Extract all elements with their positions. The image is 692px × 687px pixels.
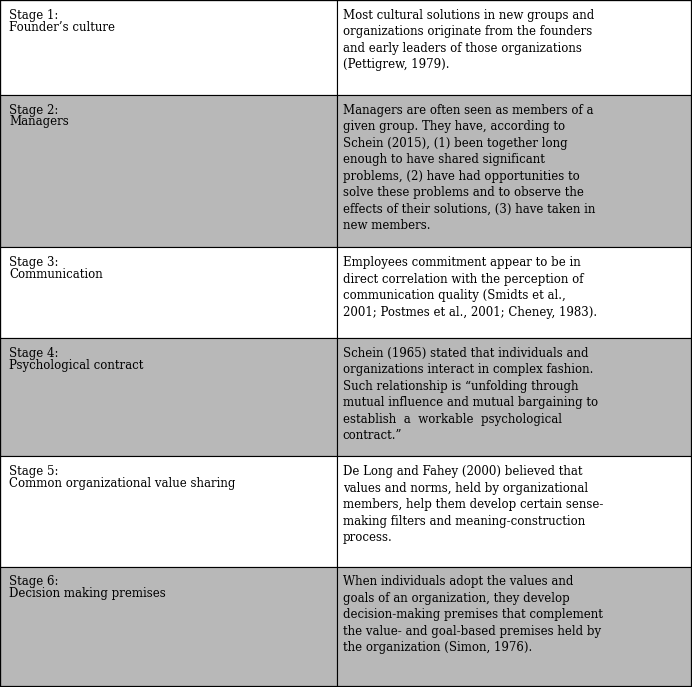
Bar <box>0 567 337 687</box>
Bar <box>0 0 337 95</box>
Bar <box>337 0 692 95</box>
Text: Managers are often seen as members of a
given group. They have, according to
Sch: Managers are often seen as members of a … <box>343 104 595 232</box>
Text: Most cultural solutions in new groups and
organizations originate from the found: Most cultural solutions in new groups an… <box>343 9 594 71</box>
Text: Stage 5:: Stage 5: <box>9 465 59 478</box>
Text: Stage 2:: Stage 2: <box>9 104 58 117</box>
Bar <box>0 95 337 247</box>
Text: Employees commitment appear to be in
direct correlation with the perception of
c: Employees commitment appear to be in dir… <box>343 256 597 319</box>
Bar <box>337 338 692 456</box>
Text: Managers: Managers <box>9 115 69 128</box>
Text: Stage 3:: Stage 3: <box>9 256 59 269</box>
Text: Stage 1:: Stage 1: <box>9 9 58 22</box>
Text: Stage 6:: Stage 6: <box>9 576 59 589</box>
Text: De Long and Fahey (2000) believed that
values and norms, held by organizational
: De Long and Fahey (2000) believed that v… <box>343 465 603 544</box>
Bar <box>0 338 337 456</box>
Text: Schein (1965) stated that individuals and
organizations interact in complex fash: Schein (1965) stated that individuals an… <box>343 347 598 442</box>
Bar <box>337 95 692 247</box>
Bar <box>337 247 692 338</box>
Bar <box>0 247 337 338</box>
Text: Decision making premises: Decision making premises <box>9 587 166 600</box>
Text: Psychological contract: Psychological contract <box>9 359 143 372</box>
Text: Common organizational value sharing: Common organizational value sharing <box>9 477 235 490</box>
Text: Communication: Communication <box>9 268 102 281</box>
Text: Founder’s culture: Founder’s culture <box>9 21 115 34</box>
Text: When individuals adopt the values and
goals of an organization, they develop
dec: When individuals adopt the values and go… <box>343 576 603 655</box>
Bar <box>0 456 337 567</box>
Bar <box>337 456 692 567</box>
Text: Stage 4:: Stage 4: <box>9 347 59 360</box>
Bar <box>337 567 692 687</box>
